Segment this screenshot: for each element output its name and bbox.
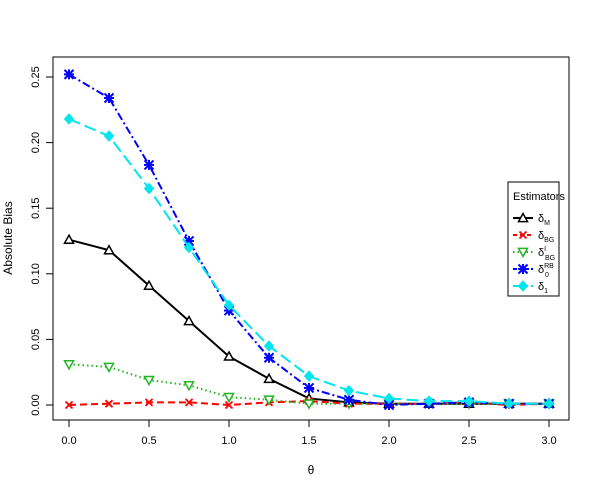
legend-item-d0RB: δRB 0: [513, 263, 554, 279]
data-point-d1: [183, 241, 195, 254]
data-point-d0RB: [63, 69, 75, 80]
legend-label-sub: BG: [544, 237, 554, 244]
legend-item-dBGI: δI BG: [513, 246, 555, 262]
data-point-d1: [343, 384, 355, 397]
data-point-d1: [423, 395, 435, 407]
data-point-d0RB: [103, 92, 115, 104]
x-tick-label: 1.0: [221, 435, 236, 447]
x-tick-label: 1.5: [301, 435, 316, 447]
series-layer: [63, 69, 555, 411]
data-point-d1: [103, 130, 115, 142]
data-point-dBG: [184, 398, 194, 407]
series-line-d1: [68, 118, 549, 405]
data-point-dBG: [224, 400, 234, 410]
x-tick-label: 3.0: [541, 435, 556, 447]
legend-label-sub: 1: [544, 288, 548, 295]
data-point-d1: [303, 370, 315, 382]
legend-label: δM: [538, 213, 550, 227]
legend-label-sup: I: [544, 246, 546, 253]
data-point-dM: [103, 244, 115, 255]
data-point-dBGI: [223, 392, 235, 404]
data-point-d1: [543, 397, 555, 410]
series-d1: [63, 113, 555, 410]
data-point-d1: [503, 397, 515, 410]
legend-item-d1: δ1: [513, 280, 548, 295]
data-point-d1: [383, 392, 395, 405]
y-tick-label: 0.20: [30, 132, 42, 153]
legend-label-base: δ: [538, 247, 544, 259]
data-point-d1: [223, 299, 235, 312]
data-point-d0RB: [303, 382, 315, 394]
x-tick-label: 2.0: [381, 435, 396, 447]
y-tick-label: 0.10: [30, 263, 42, 284]
y-tick-label: 0.25: [30, 66, 42, 87]
legend-item-dM: δM: [513, 211, 550, 227]
y-tick-label: 0.00: [30, 394, 42, 415]
x-tick-label: 0.5: [141, 435, 156, 447]
data-point-dM: [223, 350, 235, 361]
data-point-dBG: [64, 400, 74, 410]
legend-label: δRB 0: [538, 263, 554, 279]
data-point-dBG: [104, 399, 114, 408]
data-point-dM: [143, 279, 155, 290]
legend-item-dBG: δBG: [513, 230, 554, 244]
legend-label: δ1: [538, 281, 548, 295]
data-point-d1: [143, 182, 155, 195]
x-tick-label: 0.0: [61, 435, 76, 447]
data-point-dM: [183, 314, 195, 326]
series-line-d0RB: [68, 73, 549, 407]
legend-label-base: δ: [538, 213, 544, 225]
legend-label-base: δ: [538, 230, 544, 242]
legend-marker: [517, 263, 529, 275]
data-point-dBGI: [103, 362, 115, 373]
legend-label-sub: 0: [545, 272, 549, 279]
legend-marker: [517, 280, 529, 292]
legend-label-base: δ: [538, 264, 544, 276]
data-point-dBGI: [263, 395, 275, 406]
legend-label-base: δ: [538, 281, 544, 293]
data-point-d0RB: [263, 352, 275, 363]
legend-label: δBG: [538, 230, 554, 244]
data-point-dBGI: [143, 375, 155, 387]
data-point-d0RB: [383, 399, 395, 411]
data-point-dM: [263, 372, 275, 384]
data-point-dBG: [144, 398, 154, 407]
series-d0RB: [63, 69, 555, 411]
legend-title: Estimators: [513, 191, 565, 203]
legend-label-sup: RB: [544, 263, 554, 270]
x-axis: 0.0 0.5 1.0 1.5 2.0 2.5 3.0: [61, 419, 557, 447]
legend-box: [507, 181, 560, 297]
y-tick-label: 0.05: [30, 329, 42, 350]
data-point-dBGI: [303, 399, 315, 410]
data-point-dM: [63, 233, 75, 245]
data-point-d1: [263, 340, 275, 352]
legend-marker: [517, 247, 529, 259]
legend-marker: [517, 211, 529, 223]
data-point-dBGI: [183, 380, 195, 392]
legend-label-sub: M: [544, 220, 550, 227]
legend-label: δI BG: [538, 246, 555, 262]
data-point-d0RB: [343, 394, 355, 405]
plot-frame: [52, 56, 570, 421]
data-point-d1: [463, 395, 475, 407]
x-tick-label: 2.5: [461, 435, 476, 447]
legend-label-sub: BG: [545, 255, 555, 262]
y-axis-title: Absolute Bias: [1, 201, 15, 274]
x-axis-title: θ: [308, 463, 315, 477]
legend-marker: [518, 230, 528, 240]
y-axis: 0.00 0.05 0.10 0.15 0.20 0.25: [30, 66, 54, 416]
y-tick-label: 0.15: [30, 197, 42, 218]
data-point-dBGI: [63, 359, 75, 371]
data-point-d1: [63, 113, 75, 125]
data-point-d0RB: [143, 159, 155, 171]
